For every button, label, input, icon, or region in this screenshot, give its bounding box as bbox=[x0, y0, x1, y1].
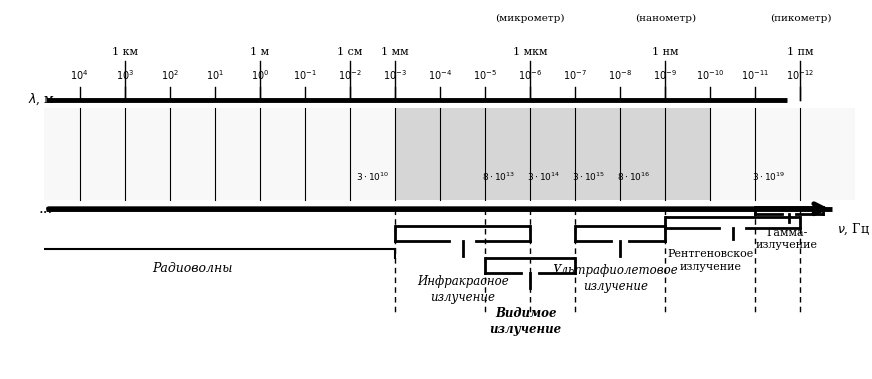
Text: $10^{-4}$: $10^{-4}$ bbox=[428, 69, 453, 83]
Text: Инфракрасное
излучение: Инфракрасное излучение bbox=[417, 275, 508, 304]
Text: $10^{1}$: $10^{1}$ bbox=[206, 69, 224, 83]
Text: $10^{-3}$: $10^{-3}$ bbox=[383, 69, 407, 83]
Text: $10^{2}$: $10^{2}$ bbox=[160, 69, 179, 83]
Text: 1 см: 1 см bbox=[337, 47, 363, 57]
Text: $10^{-1}$: $10^{-1}$ bbox=[293, 69, 317, 83]
Text: $3 \cdot 10^{15}$: $3 \cdot 10^{15}$ bbox=[572, 171, 605, 183]
Text: $10^{-9}$: $10^{-9}$ bbox=[653, 69, 678, 83]
Text: $10^{4}$: $10^{4}$ bbox=[71, 69, 89, 83]
Text: 1 пм: 1 пм bbox=[787, 47, 814, 57]
Text: Гамма-
излучение: Гамма- излучение bbox=[756, 228, 818, 251]
Text: $10^{-8}$: $10^{-8}$ bbox=[609, 69, 632, 83]
Bar bbox=[44, 108, 855, 200]
Text: $10^{0}$: $10^{0}$ bbox=[250, 69, 269, 83]
Text: $3 \cdot 10^{10}$: $3 \cdot 10^{10}$ bbox=[356, 171, 389, 183]
Text: ...: ... bbox=[39, 202, 53, 216]
Text: $10^{-11}$: $10^{-11}$ bbox=[741, 69, 769, 83]
Text: 1 м: 1 м bbox=[250, 47, 269, 57]
Text: $10^{-10}$: $10^{-10}$ bbox=[696, 69, 725, 83]
Text: $\nu$, Гц: $\nu$, Гц bbox=[836, 222, 869, 237]
Text: $8 \cdot 10^{16}$: $8 \cdot 10^{16}$ bbox=[617, 171, 651, 183]
Bar bbox=[395, 108, 711, 200]
Text: $10^{-6}$: $10^{-6}$ bbox=[518, 69, 542, 83]
Text: $10^{3}$: $10^{3}$ bbox=[116, 69, 133, 83]
Text: Рентгеновское
излучение: Рентгеновское излучение bbox=[667, 249, 753, 272]
Text: $10^{-2}$: $10^{-2}$ bbox=[338, 69, 362, 83]
Text: $\lambda$, м: $\lambda$, м bbox=[28, 92, 55, 107]
Text: Ультрафиолетовое
излучение: Ультрафиолетовое излучение bbox=[553, 265, 678, 293]
Text: $8 \cdot 10^{13}$: $8 \cdot 10^{13}$ bbox=[482, 171, 515, 183]
Text: $3 \cdot 10^{14}$: $3 \cdot 10^{14}$ bbox=[527, 171, 561, 183]
Text: 1 нм: 1 нм bbox=[652, 47, 678, 57]
Text: 1 мкм: 1 мкм bbox=[513, 47, 548, 57]
Text: $3 \cdot 10^{19}$: $3 \cdot 10^{19}$ bbox=[753, 171, 786, 183]
Text: (микрометр): (микрометр) bbox=[495, 13, 565, 23]
Text: (пикометр): (пикометр) bbox=[770, 13, 831, 23]
Text: 1 мм: 1 мм bbox=[381, 47, 409, 57]
Text: $10^{-12}$: $10^{-12}$ bbox=[787, 69, 814, 83]
Text: $10^{-5}$: $10^{-5}$ bbox=[473, 69, 497, 83]
Text: 1 км: 1 км bbox=[112, 47, 138, 57]
Text: Видимое
излучение: Видимое излучение bbox=[489, 307, 562, 336]
Text: $10^{-7}$: $10^{-7}$ bbox=[563, 69, 587, 83]
Text: (нанометр): (нанометр) bbox=[635, 13, 696, 23]
Text: Радиоволны: Радиоволны bbox=[152, 262, 233, 275]
